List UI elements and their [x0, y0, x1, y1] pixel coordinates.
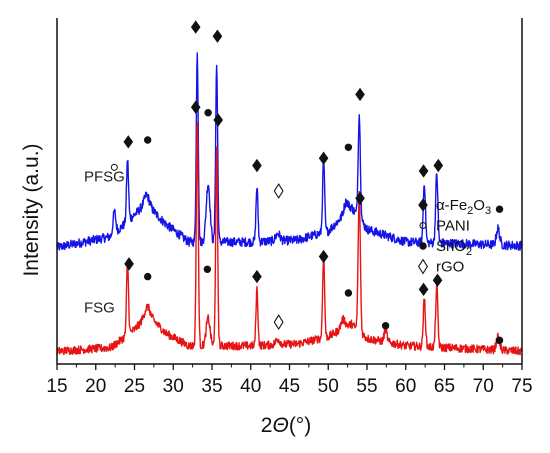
fsg-marker-diamond: [432, 273, 443, 287]
phase-markers: [110, 20, 504, 345]
fsg-marker-diamond: [418, 282, 429, 297]
series-labels: PFSG FSG: [84, 168, 125, 316]
x-tick-label: 55: [356, 376, 377, 397]
pfsg-marker-diamond: [252, 158, 262, 173]
x-ticks: 15 20 25 30 35 40 45 50 55 60 65 70 75: [46, 364, 533, 397]
pfsg-marker-open-diamond: [273, 183, 284, 199]
pfsg-marker-dot: [344, 143, 353, 152]
legend-symbol-dot: [419, 242, 427, 250]
pfsg-marker-diamond: [355, 87, 365, 102]
x-tick-label: 25: [124, 376, 145, 397]
pfsg-marker-dot: [143, 136, 152, 144]
pfsg-marker-diamond: [190, 20, 201, 34]
x-tick-label: 60: [395, 376, 416, 397]
x-tick-label: 40: [240, 376, 261, 397]
x-tick-label: 70: [473, 376, 494, 397]
fsg-marker-diamond: [318, 249, 329, 264]
pfsg-marker-open-circle: [110, 163, 118, 171]
fsg-marker-diamond: [213, 113, 224, 127]
legend-symbol-open-circle: [419, 222, 427, 229]
pfsg-marker-diamond: [418, 164, 429, 178]
fsg-marker-open-diamond: [273, 314, 284, 331]
pfsg-marker-dot: [495, 205, 504, 213]
legend-label: PANI: [436, 218, 470, 235]
pfsg-marker-diamond: [318, 151, 329, 165]
pfsg-marker-diamond: [212, 29, 223, 43]
series-line-fsg: [56, 122, 523, 356]
fsg-marker-diamond: [355, 191, 365, 205]
series-label-pfsg: PFSG: [84, 168, 125, 185]
pfsg-marker-diamond: [123, 135, 134, 149]
x-tick-label: 20: [85, 376, 106, 397]
y-axis-title: Intensity (a.u.): [20, 143, 43, 276]
legend-label: α-Fe2O3: [436, 197, 491, 217]
series-label-fsg: FSG: [84, 300, 115, 317]
x-tick-label: 75: [511, 376, 532, 397]
x-tick-label: 45: [279, 376, 300, 397]
fsg-marker-dot: [203, 265, 212, 274]
pfsg-marker-diamond: [433, 158, 444, 173]
x-tick-label: 65: [434, 376, 455, 397]
x-tick-label: 50: [318, 376, 339, 397]
fsg-marker-dot: [381, 322, 390, 330]
fsg-marker-dot: [143, 272, 152, 281]
fsg-marker-diamond: [190, 100, 201, 114]
x-tick-label: 15: [46, 376, 67, 397]
series-line-pfsg: [56, 52, 523, 251]
fsg-marker-diamond: [124, 257, 134, 271]
legend-symbol-open-diamond: [418, 258, 428, 275]
x-tick-label: 30: [163, 376, 184, 397]
legend-symbol-diamond: [418, 198, 428, 212]
x-tick-label: 35: [201, 376, 222, 397]
fsg-marker-diamond: [252, 269, 262, 284]
x-axis-title: 2Θ(°): [261, 414, 311, 437]
pfsg-marker-dot: [204, 108, 212, 117]
fsg-marker-dot: [344, 289, 353, 297]
legend-label: rGO: [436, 259, 464, 276]
legend-label: SnO2: [436, 238, 472, 258]
fsg-marker-dot: [495, 336, 504, 345]
plot-area: [56, 52, 523, 356]
